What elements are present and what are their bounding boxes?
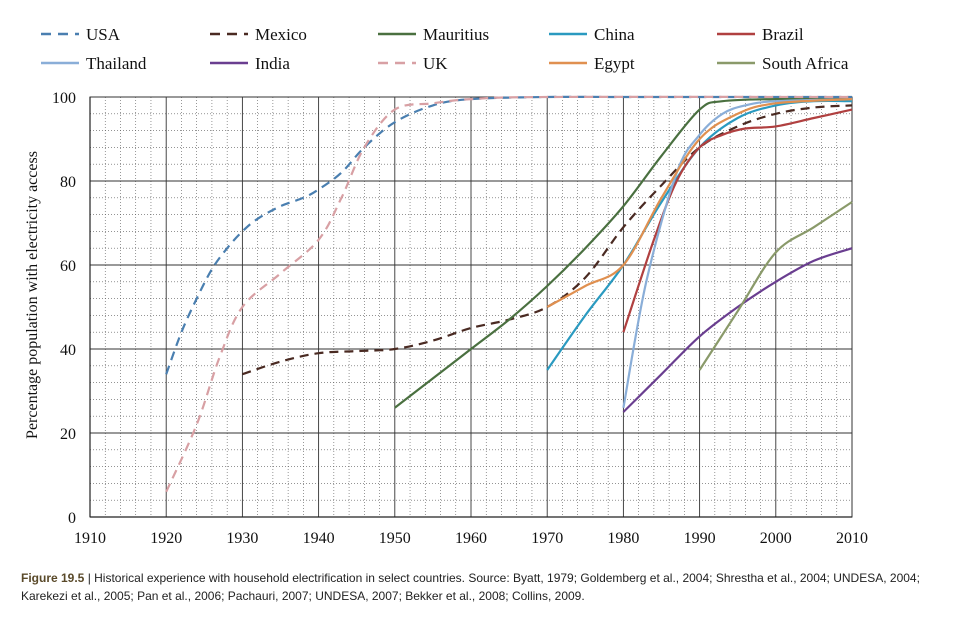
figure-label: Figure 19.5 [21, 571, 85, 585]
plot-area [89, 95, 853, 518]
legend-label-india: India [255, 54, 290, 73]
x-tick-label: 1970 [531, 530, 563, 547]
legend: USA Mexico Mauritius China Brazil Thailand Ind… [41, 25, 849, 73]
y-tick-label: 80 [60, 174, 76, 191]
series-line-south-africa [698, 201, 853, 371]
x-tick-labels: 1910 1920 1930 1940 1950 1960 1970 1980 1990 2000… [74, 530, 868, 547]
x-tick-label: 1920 [150, 530, 182, 547]
y-tick-label: 20 [60, 426, 76, 443]
legend-label-china: China [594, 25, 635, 44]
series-line-mexico [242, 104, 853, 376]
series-line-uk [165, 95, 853, 493]
series-line-thailand [622, 98, 853, 408]
series-line-mauritius [394, 97, 853, 409]
chart: USA Mexico Mauritius China Brazil Thailand Ind… [24, 25, 868, 547]
caption-text: | Historical experience with household e… [21, 571, 920, 603]
x-tick-label: 2000 [760, 530, 792, 547]
x-tick-label: 1950 [379, 530, 411, 547]
series-line-india [622, 247, 853, 413]
series-line-brazil [622, 108, 853, 333]
y-axis-label: Percentage population with electricity a… [24, 151, 41, 439]
series-lines [165, 95, 853, 493]
x-tick-label: 1990 [684, 530, 716, 547]
legend-label-south-africa: South Africa [762, 54, 849, 73]
legend-label-brazil: Brazil [762, 25, 804, 44]
y-tick-label: 0 [68, 510, 76, 527]
figure-caption: Figure 19.5 | Historical experience with… [21, 569, 946, 605]
x-tick-label: 2010 [836, 530, 868, 547]
y-tick-label: 60 [60, 258, 76, 275]
x-tick-label: 1960 [455, 530, 487, 547]
y-tick-labels: 0 20 40 60 80 100 [52, 90, 76, 527]
x-tick-label: 1910 [74, 530, 106, 547]
y-tick-label: 100 [52, 90, 76, 107]
legend-label-mauritius: Mauritius [423, 25, 489, 44]
x-tick-label: 1940 [303, 530, 335, 547]
series-line-egypt [546, 98, 853, 308]
x-tick-label: 1980 [607, 530, 639, 547]
legend-label-uk: UK [423, 54, 448, 73]
y-tick-label: 40 [60, 342, 76, 359]
legend-label-egypt: Egypt [594, 54, 635, 73]
x-tick-label: 1930 [226, 530, 258, 547]
legend-label-mexico: Mexico [255, 25, 307, 44]
legend-label-usa: USA [86, 25, 121, 44]
legend-label-thailand: Thailand [86, 54, 147, 73]
series-line-usa [165, 95, 852, 375]
